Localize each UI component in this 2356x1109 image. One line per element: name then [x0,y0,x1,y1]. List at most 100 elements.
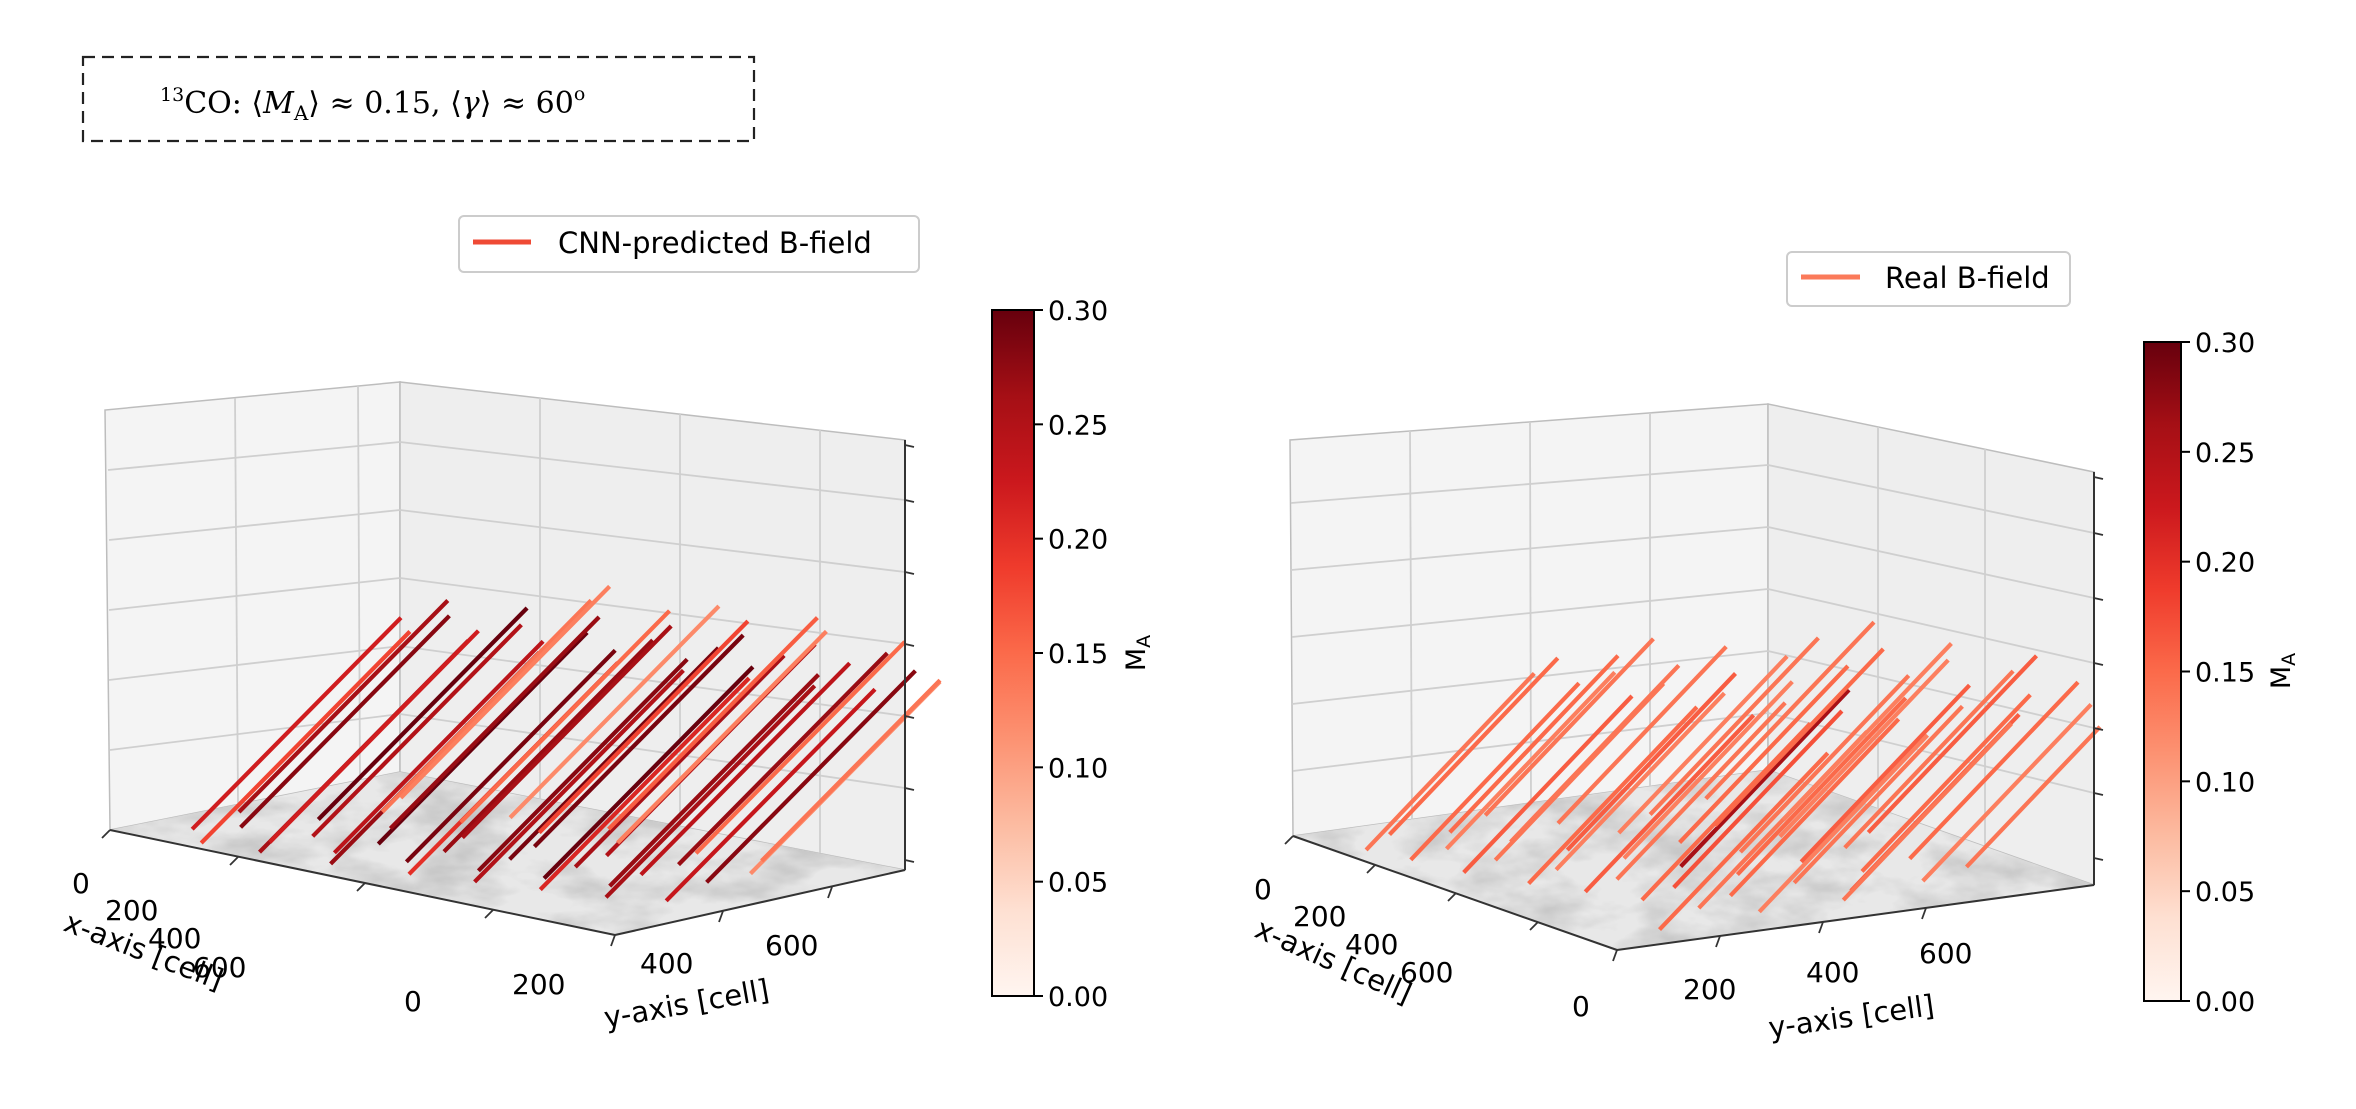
b-field-vector [1556,645,1728,825]
header-equation: 13CO: ⟨MA⟩ ≈ 0.15, ⟨γ⟩ ≈ 60o [160,83,585,125]
b-field-vector [532,633,745,849]
y-tick-label: 0 [404,985,422,1018]
z-axis-ticks [2093,476,2104,861]
colorbar-tick-label: 0.10 [1048,753,1108,784]
b-field-vector [1565,672,1738,852]
b-field-vector [388,615,601,830]
colorbar-tick-label: 0.25 [2195,438,2255,469]
b-field-vector [1860,693,2032,873]
b-field-vector [705,669,917,884]
y-tick-label: 600 [1919,937,1972,970]
colorbar-tick-label: 0.15 [2195,658,2255,689]
legend-label: CNN-predicted B-field [558,226,872,260]
b-field-vector [1409,681,1581,862]
b-field-vector [1615,701,1787,881]
axis-frame [109,440,906,936]
header-iso: 13 [160,84,184,106]
b-field-vector [1678,664,1850,844]
legend: Real B-field [1786,251,2071,307]
x-tick-label: 0 [72,867,90,900]
header-ma-sub: A [293,101,309,125]
x-tick-label: 0 [1254,873,1272,906]
b-field-vector [476,657,689,873]
b-field-vector [1921,702,2093,883]
y-tick-label: 400 [640,947,693,980]
b-field-vector [1704,620,1876,801]
b-field-vector [537,619,750,835]
b-field-vector [268,629,480,844]
b-field-vector [1527,705,1699,886]
colorbar-tick-label: 0.05 [1048,868,1108,899]
b-field-vector [1843,669,2015,850]
header-ma-symbol: M [262,86,295,121]
y-axis-label: y-axis [cell] [1766,988,1936,1045]
b-field-vector [199,630,412,845]
colorbar-label: MA [1121,635,1155,671]
b-field-vector [760,678,942,863]
b-field-vector [1448,654,1620,834]
b-field-vector [1781,642,1953,822]
b-field-vector [1462,694,1634,874]
b-field-vector [694,640,907,855]
b-field-vector [404,648,617,864]
b-field-vector [1728,717,1901,898]
colorbar-tick-label: 0.30 [1048,296,1108,327]
b-field-vector [1483,637,1655,817]
colorbar-tick-label: 0.05 [2195,877,2255,908]
x-tick-label: 200 [1293,900,1346,933]
legend-box [458,215,920,273]
b-field-vector [1964,725,2102,869]
b-field-vector [459,609,671,824]
b-field-vector [1648,636,1820,816]
b-field-vector [1908,680,2080,861]
b-field-vector [332,639,545,855]
y-tick-label: 0 [1572,990,1590,1023]
b-field-vector [316,606,529,821]
b-field-vector [1509,663,1681,844]
colorbar-tick-label: 0.00 [1048,982,1108,1013]
header-annotation: 13CO: ⟨MA⟩ ≈ 0.15, ⟨γ⟩ ≈ 60o [81,55,756,143]
b-field-vector [1387,656,1560,837]
colorbar: 0.00 0.05 0.10 0.15 0.20 0.25 0.30 MA [991,296,1155,1013]
b-field-vector [1364,671,1536,852]
panel-cnn-predicted: 0 200 400 600 x-axis [cell] 0 200 400 60… [59,215,1155,1035]
header-ma-value: 0.15 [364,86,431,121]
header-gamma-symbol: γ [462,86,480,121]
b-field-vector [473,668,685,884]
header-gamma-unit: o [574,83,585,105]
x-tick-label: 600 [193,951,246,984]
y-tick-label: 600 [765,929,818,962]
b-field-vector [1713,647,1885,827]
y-tick-label: 200 [1683,973,1736,1006]
b-field-vector [1735,696,1908,877]
b-field-vector [376,631,589,846]
b-field-vector [616,629,828,845]
b-field-vector [1617,654,1789,835]
b-field-vector [1444,670,1617,851]
b-field-vector [508,604,721,820]
y-axis-label: y-axis [cell] [601,972,771,1034]
b-field-vector [311,623,523,838]
b-field-vector [1757,733,1930,914]
colorbar-ticks: 0.00 0.05 0.10 0.15 0.20 0.25 0.30 [2181,328,2255,1018]
b-field-vector [639,661,852,877]
header-gamma-value: 60 [536,86,574,121]
b-field-vector [542,665,755,880]
b-field-vector [1657,751,1830,932]
vector-layer [190,584,942,903]
b-field-vector [239,614,451,829]
colorbar-tick-label: 0.20 [2195,548,2255,579]
colorbar-ticks: 0.00 0.05 0.10 0.15 0.20 0.25 0.30 [1034,296,1108,1013]
header-tracer: CO [184,86,232,121]
b-field-vector [442,638,655,854]
b-field-vector [1799,683,1972,864]
x-tick-label: 600 [1400,956,1453,989]
b-field-vector [1738,674,1911,854]
b-field-vector [1554,691,1726,872]
b-field-vector [1841,722,2014,902]
b-field-vector [190,616,403,831]
header-dashed-box [81,55,756,143]
legend-box [1786,251,2071,307]
b-field-vector [380,598,593,814]
b-field-vector [1672,709,1844,889]
